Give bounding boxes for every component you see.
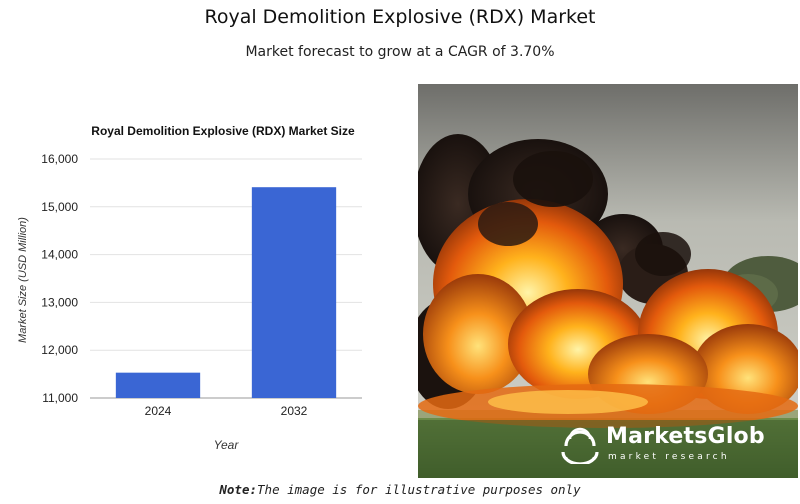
bar-2032 bbox=[251, 187, 337, 398]
y-axis-label: Market Size (USD Million) bbox=[17, 217, 29, 343]
chart-title: Royal Demolition Explosive (RDX) Market … bbox=[91, 124, 355, 138]
y-tick-label: 13,000 bbox=[41, 295, 78, 309]
explosion-illustration bbox=[418, 84, 798, 478]
globe-icon bbox=[561, 427, 599, 464]
logo-tagline: market research bbox=[608, 452, 730, 462]
footnote-text: The image is for illustrative purposes o… bbox=[257, 482, 581, 497]
y-axis-ticks: 11,000 12,000 13,000 14,000 15,000 16,000 bbox=[41, 152, 78, 405]
brand-logo: MarketsGlob market research bbox=[560, 424, 790, 464]
x-axis-label: Year bbox=[214, 438, 240, 452]
page-title: Royal Demolition Explosive (RDX) Market bbox=[204, 6, 596, 28]
footnote: Note:The image is for illustrative purpo… bbox=[0, 482, 800, 497]
bar-2024 bbox=[115, 372, 201, 398]
y-tick-label: 16,000 bbox=[41, 152, 78, 166]
x-tick-label: 2024 bbox=[145, 404, 172, 418]
y-tick-label: 15,000 bbox=[41, 200, 78, 214]
bar-chart: Royal Demolition Explosive (RDX) Market … bbox=[0, 110, 400, 470]
logo-name: MarketsGlob bbox=[606, 424, 765, 449]
x-axis-ticks: 2024 2032 bbox=[145, 404, 308, 418]
y-tick-label: 12,000 bbox=[41, 343, 78, 357]
footnote-label: Note: bbox=[219, 482, 258, 497]
y-tick-label: 14,000 bbox=[41, 248, 78, 262]
chart-svg: Royal Demolition Explosive (RDX) Market … bbox=[17, 124, 362, 452]
y-tick-label: 11,000 bbox=[42, 391, 78, 405]
x-tick-label: 2032 bbox=[281, 404, 308, 418]
explosion-photo bbox=[418, 84, 798, 478]
page-subtitle: Market forecast to grow at a CAGR of 3.7… bbox=[245, 44, 555, 60]
chart-bars bbox=[115, 187, 337, 398]
